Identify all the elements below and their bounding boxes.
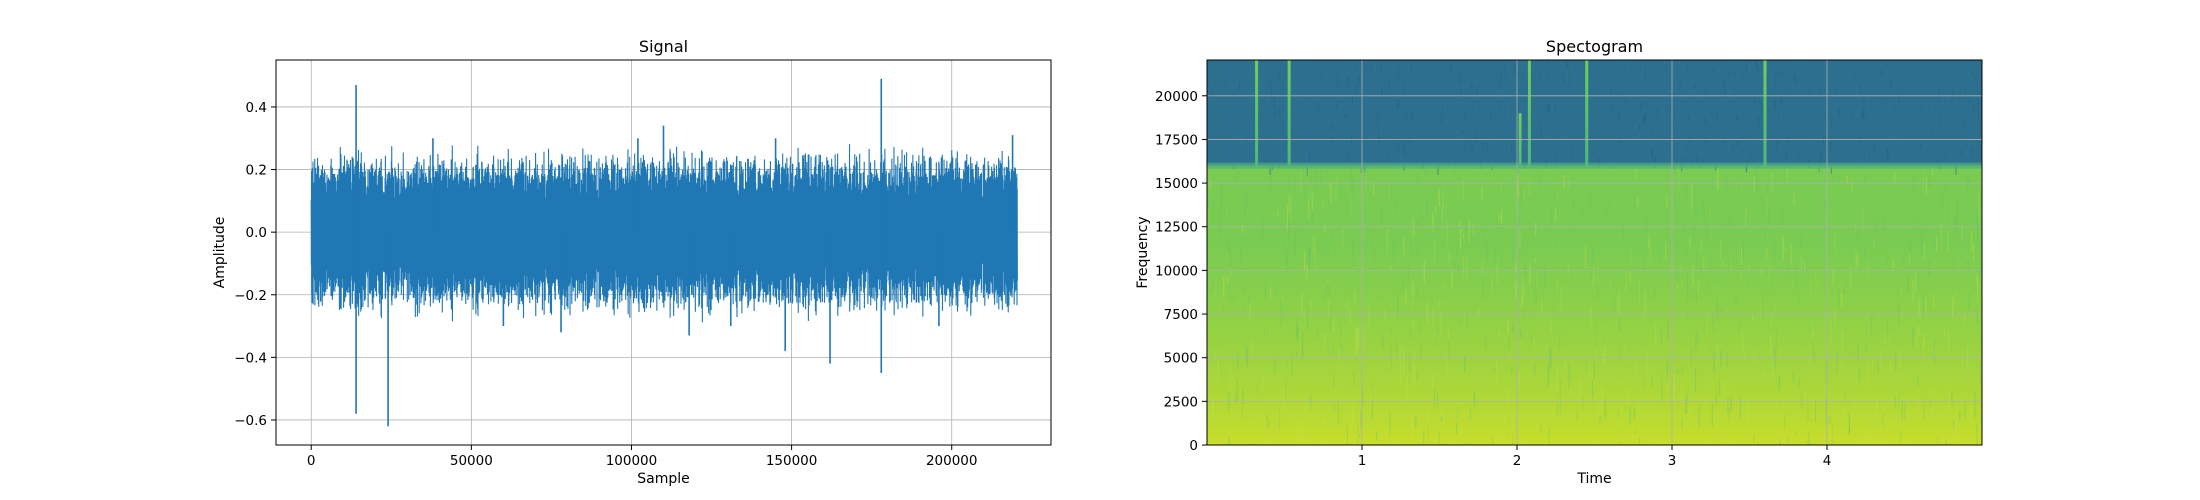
spectrogram-y-tick-label: 12500 — [1155, 220, 1198, 236]
signal-x-tick-label: 50000 — [450, 453, 493, 469]
signal-y-ticks: 0.4 0.2 0.0 −0.2 −0.4 −0.6 — [234, 100, 276, 429]
spectrogram-y-tick-label: 15000 — [1155, 176, 1198, 192]
spectrogram-y-tick-label: 7500 — [1164, 307, 1198, 323]
spectrogram-transient — [1763, 60, 1767, 166]
spectrogram-transient — [1585, 60, 1589, 166]
spectrogram-chart: Spectogram 1 2 3 4 0 2500 5000 7500 10000 12500 1… — [1135, 37, 1983, 487]
spectrogram-y-tick-label: 10000 — [1155, 263, 1198, 279]
signal-y-tick-label: −0.2 — [234, 288, 267, 304]
signal-x-tick-label: 100000 — [606, 453, 658, 469]
spectrogram-x-tick-label: 4 — [1823, 453, 1832, 469]
spectrogram-texture — [1207, 60, 1982, 445]
signal-chart: Signal 0 50000 100000 150000 200000 0.40.20.… — [212, 37, 1052, 487]
spectrogram-y-axis-label: Frequency — [1135, 216, 1151, 288]
signal-x-tick-label: 0 — [307, 453, 316, 469]
spectrogram-x-ticks: 1 2 3 4 — [1358, 445, 1832, 469]
spectrogram-low-band — [1207, 165, 1982, 445]
spectrogram-y-ticks: 0 2500 5000 7500 10000 12500 15000 17500 20000 — [1155, 89, 1207, 454]
spectrogram-transient — [1255, 60, 1259, 166]
signal-y-tick-label: −0.6 — [234, 413, 267, 429]
spectrogram-image — [1207, 60, 1982, 445]
spectrogram-high-band — [1207, 60, 1982, 166]
spectrogram-y-tick-label: 17500 — [1155, 132, 1198, 148]
spectrogram-y-tick-label: 2500 — [1164, 394, 1198, 410]
spectrogram-x-tick-label: 2 — [1513, 453, 1522, 469]
signal-x-ticks: 0 50000 100000 150000 200000 — [307, 445, 978, 469]
signal-chart-title: Signal — [639, 37, 688, 56]
spectrogram-x-tick-label: 3 — [1668, 453, 1677, 469]
signal-x-tick-label: 200000 — [926, 453, 978, 469]
signal-y-axis-label: Amplitude — [212, 217, 228, 289]
spectrogram-axes-frame — [1206, 59, 1983, 446]
spectrogram-chart-title: Spectogram — [1546, 37, 1643, 56]
spectrogram-x-tick-label: 1 — [1358, 453, 1367, 469]
signal-y-tick-label: 0.0 — [246, 225, 267, 241]
signal-y-tick-label: 0.2 — [246, 163, 267, 179]
spectrogram-y-tick-label: 5000 — [1164, 351, 1198, 367]
spectrogram-x-axis-label: Time — [1576, 471, 1611, 487]
spectrogram-transient — [1287, 60, 1291, 166]
signal-axes-frame — [275, 59, 1052, 446]
spectrogram-cutoff-edge — [1207, 162, 1982, 169]
signal-x-axis-label: Sample — [637, 471, 690, 487]
signal-y-tick-label: 0.4 — [246, 100, 267, 116]
spectrogram-transient — [1527, 60, 1531, 166]
signal-y-tick-label: −0.4 — [234, 350, 267, 366]
signal-x-tick-label: 150000 — [766, 453, 818, 469]
spectrogram-y-tick-label: 0 — [1189, 438, 1198, 454]
spectrogram-y-tick-label: 20000 — [1155, 89, 1198, 105]
signal-series — [310, 78, 1018, 427]
